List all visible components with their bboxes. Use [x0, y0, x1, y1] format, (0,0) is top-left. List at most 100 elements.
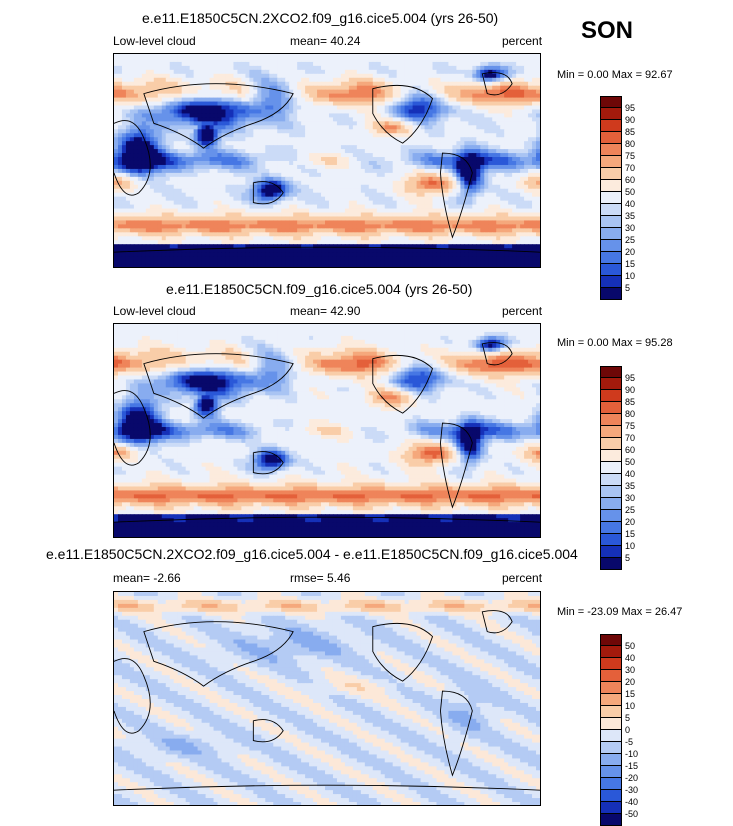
- colorbar-tick-label: 95: [625, 373, 635, 383]
- colorbar-tick-label: 75: [625, 151, 635, 161]
- colorbar-tick-label: -5: [625, 737, 633, 747]
- colorbar-tick-label: 20: [625, 677, 635, 687]
- colorbar-swatch: [600, 778, 622, 790]
- colorbar-swatch: [600, 414, 622, 426]
- colorbar-tick-label: 95: [625, 103, 635, 113]
- colorbar-tick-label: -30: [625, 785, 638, 795]
- colorbar-swatch: [600, 522, 622, 534]
- colorbar-tick-label: 35: [625, 211, 635, 221]
- colorbar-swatch: [600, 766, 622, 778]
- colorbar-swatch: [600, 438, 622, 450]
- colorbar-tick-label: 15: [625, 259, 635, 269]
- colorbar-swatch: [600, 378, 622, 390]
- panel-1-title: e.e11.E1850C5CN.2XCO2.f09_g16.cice5.004 …: [142, 10, 498, 26]
- colorbar-swatch: [600, 144, 622, 156]
- colorbar-swatch: [600, 264, 622, 276]
- colorbar-tick-label: -20: [625, 773, 638, 783]
- colorbar-swatch: [600, 450, 622, 462]
- colorbar-swatch: [600, 730, 622, 742]
- colorbar-tick-label: -50: [625, 809, 638, 819]
- colorbar-swatch: [600, 96, 622, 108]
- colorbar-tick-label: 0: [625, 725, 630, 735]
- colorbar-swatch: [600, 156, 622, 168]
- colorbar-swatch: [600, 814, 622, 826]
- colorbar-swatch: [600, 120, 622, 132]
- colorbar-tick-label: 5: [625, 553, 630, 563]
- colorbar-tick-label: -15: [625, 761, 638, 771]
- colorbar-swatch: [600, 634, 622, 646]
- colorbar-tick-label: 15: [625, 689, 635, 699]
- panel-2-field: [114, 324, 540, 537]
- panel-2-map: [113, 323, 541, 538]
- colorbar-tick-label: 40: [625, 469, 635, 479]
- colorbar-tick-label: 20: [625, 247, 635, 257]
- colorbar-swatch: [600, 204, 622, 216]
- colorbar-swatch: [600, 802, 622, 814]
- panel-1-right-label: percent: [502, 34, 542, 48]
- colorbar-swatch: [600, 474, 622, 486]
- colorbar-swatch: [600, 426, 622, 438]
- colorbar-tick-label: 50: [625, 641, 635, 651]
- panel-3-left-label: mean= -2.66: [113, 571, 181, 585]
- colorbar-tick-label: 30: [625, 223, 635, 233]
- colorbar-swatch: [600, 706, 622, 718]
- colorbar-tick-label: 35: [625, 481, 635, 491]
- colorbar-tick-label: 60: [625, 445, 635, 455]
- colorbar-tick-label: 5: [625, 283, 630, 293]
- colorbar-swatch: [600, 366, 622, 378]
- colorbar-swatch: [600, 390, 622, 402]
- colorbar-tick-label: 90: [625, 385, 635, 395]
- colorbar-tick-label: 50: [625, 187, 635, 197]
- panel-1-field: [114, 54, 540, 267]
- panel-1-center-label: mean= 40.24: [290, 34, 360, 48]
- colorbar-tick-label: 70: [625, 433, 635, 443]
- panel-1-left-label: Low-level cloud: [113, 34, 196, 48]
- colorbar-tick-label: -40: [625, 797, 638, 807]
- colorbar-swatch: [600, 498, 622, 510]
- colorbar-swatch: [600, 240, 622, 252]
- colorbar-swatch: [600, 276, 622, 288]
- colorbar-tick-label: 60: [625, 175, 635, 185]
- colorbar-swatch: [600, 402, 622, 414]
- colorbar-swatch: [600, 252, 622, 264]
- colorbar-swatch: [600, 694, 622, 706]
- colorbar-tick-label: 25: [625, 235, 635, 245]
- colorbar-swatch: [600, 108, 622, 120]
- colorbar-tick-label: 10: [625, 701, 635, 711]
- panel-3-right-label: percent: [502, 571, 542, 585]
- colorbar-swatch: [600, 216, 622, 228]
- colorbar-swatch: [600, 670, 622, 682]
- colorbar-swatch: [600, 718, 622, 730]
- colorbar-tick-label: 30: [625, 665, 635, 675]
- panel-3-map: [113, 591, 541, 806]
- panel-3-center-label: rmse= 5.46: [290, 571, 350, 585]
- panel-2-right-label: percent: [502, 304, 542, 318]
- colorbar-tick-label: 90: [625, 115, 635, 125]
- colorbar-swatch: [600, 646, 622, 658]
- colorbar-tick-label: 10: [625, 271, 635, 281]
- colorbar-swatch: [600, 510, 622, 522]
- colorbar-tick-label: 50: [625, 457, 635, 467]
- colorbar-tick-label: 80: [625, 139, 635, 149]
- colorbar-swatch: [600, 180, 622, 192]
- colorbar-swatch: [600, 132, 622, 144]
- colorbar-swatch: [600, 558, 622, 570]
- colorbar-tick-label: 15: [625, 529, 635, 539]
- colorbar-tick-label: 40: [625, 199, 635, 209]
- colorbar-swatch: [600, 534, 622, 546]
- colorbar-tick-label: 30: [625, 493, 635, 503]
- colorbar-swatch: [600, 754, 622, 766]
- colorbar-tick-label: -10: [625, 749, 638, 759]
- colorbar-tick-label: 85: [625, 127, 635, 137]
- colorbar-swatch: [600, 682, 622, 694]
- panel-1-minmax: Min = 0.00 Max = 92.67: [557, 69, 673, 82]
- colorbar-tick-label: 5: [625, 713, 630, 723]
- panel-2-left-label: Low-level cloud: [113, 304, 196, 318]
- colorbar-swatch: [600, 742, 622, 754]
- panel-2-center-label: mean= 42.90: [290, 304, 360, 318]
- colorbar-tick-label: 25: [625, 505, 635, 515]
- colorbar-swatch: [600, 486, 622, 498]
- panel-3-title: e.e11.E1850C5CN.2XCO2.f09_g16.cice5.004 …: [46, 546, 578, 562]
- panel-3-field: [114, 592, 540, 805]
- panel-2-title: e.e11.E1850C5CN.f09_g16.cice5.004 (yrs 2…: [166, 281, 472, 297]
